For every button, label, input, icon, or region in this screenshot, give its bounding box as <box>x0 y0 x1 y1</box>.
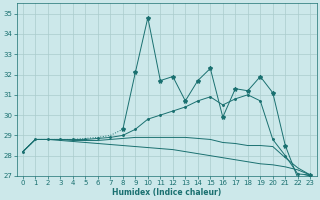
X-axis label: Humidex (Indice chaleur): Humidex (Indice chaleur) <box>112 188 221 197</box>
